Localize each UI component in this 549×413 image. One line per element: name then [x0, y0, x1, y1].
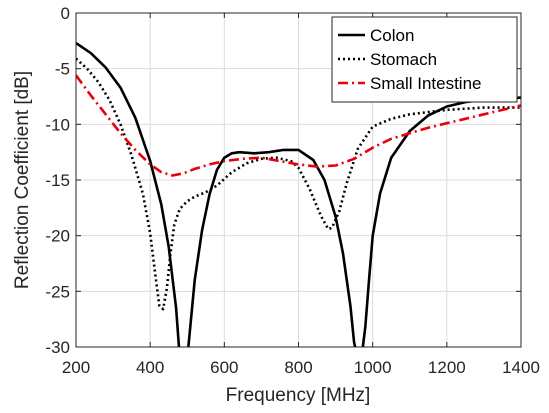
y-tick-label: -20 [45, 227, 70, 246]
legend-label: Colon [370, 26, 414, 45]
legend: Colon Stomach Small Intestine [331, 16, 518, 103]
x-tick-label: 1000 [354, 358, 392, 377]
x-axis-label: Frequency [MHz] [226, 385, 371, 406]
x-tick-label: 800 [284, 358, 312, 377]
x-tick-label: 1200 [428, 358, 466, 377]
tick-labels: 200 400 600 800 1000 1200 1400 -30 -25 -20 -15 -10 -… [45, 4, 539, 377]
y-tick-label: -25 [45, 282, 70, 301]
series-group [76, 42, 521, 347]
legend-label: Small Intestine [370, 74, 482, 93]
y-tick-label: -10 [45, 115, 70, 134]
series-line-small-intestine [76, 74, 521, 177]
y-tick-label: -15 [45, 171, 70, 190]
y-tick-label: 0 [61, 4, 70, 23]
x-tick-label: 600 [210, 358, 238, 377]
x-tick-label: 1400 [502, 358, 540, 377]
y-tick-label: -30 [45, 338, 70, 357]
y-axis-label: Reflection Coefficient [dB] [12, 71, 33, 289]
series-line-colon [76, 42, 521, 347]
legend-box [331, 16, 518, 103]
x-tick-label: 200 [62, 358, 90, 377]
x-tick-label: 400 [136, 358, 164, 377]
legend-label: Stomach [370, 50, 437, 69]
y-tick-label: -5 [55, 60, 70, 79]
series-line-stomach [76, 57, 521, 311]
